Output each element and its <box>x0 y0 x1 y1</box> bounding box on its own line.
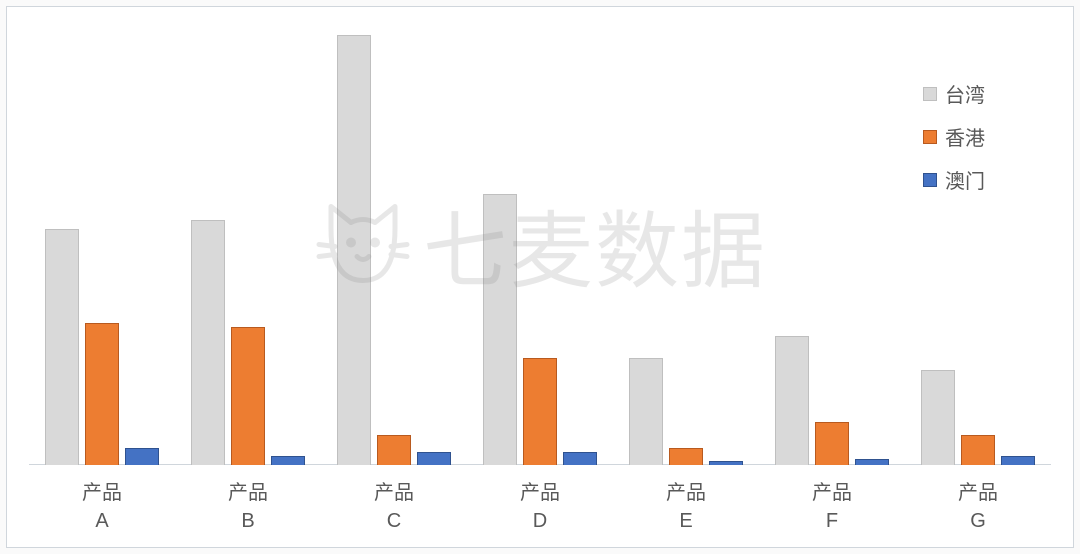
bar <box>417 452 451 465</box>
legend-label: 台湾 <box>945 79 985 108</box>
legend-item: 台湾 <box>923 79 985 108</box>
bar <box>669 448 703 465</box>
x-axis-label: 产品B <box>175 473 321 535</box>
chart-container: 七麦数据 产品A产品B产品C产品D产品E产品F产品G 台湾香港澳门 <box>0 0 1080 554</box>
bar-groups <box>29 35 1051 465</box>
bar <box>709 461 743 465</box>
plot-area <box>29 35 1051 465</box>
bar <box>563 452 597 465</box>
bar <box>483 194 517 465</box>
bar <box>377 435 411 465</box>
x-axis-label: 产品F <box>759 473 905 535</box>
x-axis-label: 产品G <box>905 473 1051 535</box>
legend-item: 澳门 <box>923 165 985 194</box>
bar <box>629 358 663 466</box>
bar <box>921 370 955 465</box>
x-axis-label: 产品D <box>467 473 613 535</box>
chart-plot-border: 七麦数据 产品A产品B产品C产品D产品E产品F产品G 台湾香港澳门 <box>6 6 1074 548</box>
bar-group <box>175 35 321 465</box>
x-axis-label: 产品E <box>613 473 759 535</box>
legend: 台湾香港澳门 <box>923 79 985 194</box>
bar <box>523 358 557 466</box>
bar-group <box>467 35 613 465</box>
bar <box>775 336 809 465</box>
legend-swatch <box>923 173 937 187</box>
bar <box>961 435 995 465</box>
bar <box>337 35 371 465</box>
legend-swatch <box>923 87 937 101</box>
bar-group <box>321 35 467 465</box>
bar <box>855 459 889 465</box>
bar <box>85 323 119 465</box>
x-axis-label: 产品C <box>321 473 467 535</box>
bar <box>231 327 265 465</box>
x-axis-label: 产品A <box>29 473 175 535</box>
bar <box>45 229 79 466</box>
legend-label: 澳门 <box>945 165 985 194</box>
bar <box>1001 456 1035 465</box>
bar <box>125 448 159 465</box>
bar <box>191 220 225 465</box>
bar <box>271 456 305 465</box>
x-axis-labels: 产品A产品B产品C产品D产品E产品F产品G <box>29 473 1051 535</box>
legend-swatch <box>923 130 937 144</box>
legend-label: 香港 <box>945 122 985 151</box>
legend-item: 香港 <box>923 122 985 151</box>
bar <box>815 422 849 465</box>
bar-group <box>29 35 175 465</box>
bar-group <box>759 35 905 465</box>
bar-group <box>613 35 759 465</box>
